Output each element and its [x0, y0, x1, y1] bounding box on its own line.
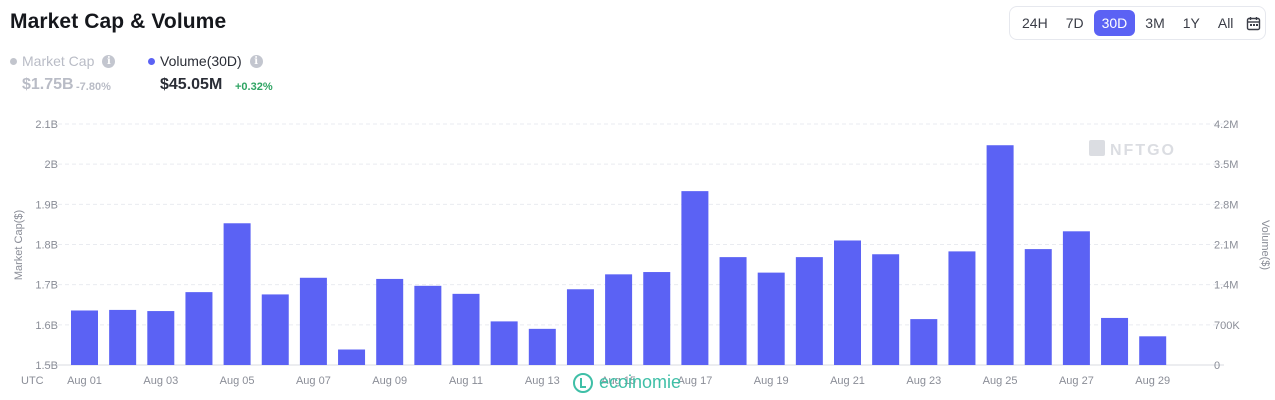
volume-bar[interactable]: [643, 272, 671, 365]
info-icon[interactable]: i: [102, 54, 116, 68]
volume-bar[interactable]: [1024, 249, 1052, 365]
range-button-30d[interactable]: 30D: [1093, 10, 1136, 36]
ecoinomie-logo-icon: [573, 372, 593, 393]
x-tick-label: Aug 23: [906, 375, 941, 387]
volume-bar[interactable]: [147, 311, 175, 365]
page-title: Market Cap & Volume: [10, 10, 227, 33]
nftgo-watermark-text: NFTGO: [1110, 142, 1176, 159]
right-axis-tick-label: 1.4M: [1214, 280, 1238, 292]
volume-dot-icon: [148, 57, 155, 65]
timezone-label: UTC: [21, 375, 44, 387]
volume-bar[interactable]: [185, 292, 213, 365]
legend-volume[interactable]: Volume(30D) i: [148, 53, 263, 69]
nftgo-logo-icon: [1089, 140, 1105, 156]
market-cap-change: -7.80%: [76, 81, 111, 93]
left-axis-tick-label: 1.6B: [35, 320, 58, 332]
volume-bar[interactable]: [1139, 336, 1167, 365]
volume-bar[interactable]: [795, 257, 823, 365]
x-tick-label: Aug 05: [220, 375, 255, 387]
volume-bar[interactable]: [986, 145, 1014, 365]
volume-bar[interactable]: [910, 319, 938, 365]
range-button-7d[interactable]: 7D: [1065, 15, 1084, 31]
right-axis-tick-label: 700K: [1214, 320, 1240, 332]
volume-bar[interactable]: [566, 289, 594, 365]
volume-bar[interactable]: [681, 191, 709, 365]
left-axis-title: Market Cap($): [13, 210, 25, 280]
volume-bar[interactable]: [299, 277, 327, 365]
x-tick-label: Aug 25: [983, 375, 1018, 387]
volume-bar[interactable]: [414, 285, 442, 365]
left-axis-tick-label: 2B: [45, 159, 58, 171]
x-tick-label: Aug 15: [601, 375, 636, 387]
left-axis-tick-label: 2.1B: [35, 119, 58, 131]
right-axis-tick-label: 4.2M: [1214, 119, 1238, 131]
legend-volume-label: Volume(30D): [160, 53, 242, 69]
volume-bar[interactable]: [490, 321, 518, 365]
x-tick-label: Aug 03: [143, 375, 178, 387]
right-axis-title: Volume($): [1259, 220, 1271, 270]
left-axis-tick-label: 1.8B: [35, 240, 58, 252]
left-axis-tick-label: 1.9B: [35, 199, 58, 211]
volume-bar[interactable]: [338, 349, 366, 365]
x-tick-label: Aug 13: [525, 375, 560, 387]
legend-market-cap[interactable]: Market Cap i: [10, 53, 116, 69]
volume-bar[interactable]: [71, 310, 98, 365]
right-axis-tick-label: 3.5M: [1214, 159, 1238, 171]
market-cap-value: $1.75B: [22, 76, 74, 93]
time-range-selector: 24H 7D 30D 3M 1Y All: [1009, 6, 1266, 40]
x-tick-label: Aug 09: [372, 375, 407, 387]
ecoinomie-text: ecoinomie: [599, 372, 682, 392]
volume-bar[interactable]: [376, 278, 404, 365]
volume-change: +0.32%: [235, 81, 273, 93]
info-icon[interactable]: i: [249, 54, 263, 68]
right-axis-tick-label: 2.8M: [1214, 199, 1238, 211]
volume-bar[interactable]: [834, 240, 861, 365]
volume-bar[interactable]: [605, 274, 633, 365]
volume-bar[interactable]: [528, 328, 556, 365]
volume-bar[interactable]: [757, 272, 785, 365]
x-tick-label: Aug 07: [296, 375, 331, 387]
x-tick-label: Aug 27: [1059, 375, 1094, 387]
volume-bar[interactable]: [261, 294, 289, 365]
x-tick-label: Aug 01: [67, 375, 102, 387]
volume-bar[interactable]: [109, 309, 137, 365]
x-tick-label: Aug 11: [449, 375, 483, 387]
market-cap-dot-icon: [10, 57, 17, 65]
ecoinomie-watermark: ecoinomie: [573, 372, 681, 393]
volume-bar[interactable]: [948, 251, 976, 365]
range-button-24h[interactable]: 24H: [1022, 15, 1048, 31]
volume-bar[interactable]: [1101, 317, 1129, 365]
volume-bar[interactable]: [452, 293, 480, 365]
x-tick-label: Aug 29: [1135, 375, 1170, 387]
volume-bar[interactable]: [1062, 231, 1090, 365]
right-axis-tick-label: 2.1M: [1214, 240, 1238, 252]
right-axis-tick-label: 0: [1214, 360, 1220, 372]
range-button-3m[interactable]: 3M: [1145, 15, 1165, 31]
x-tick-label: Aug 17: [677, 375, 712, 387]
legend-market-cap-label: Market Cap: [22, 53, 95, 69]
volume-bar[interactable]: [719, 257, 747, 365]
volume-value: $45.05M: [160, 76, 223, 93]
volume-bar[interactable]: [223, 223, 251, 365]
x-tick-label: Aug 21: [830, 375, 865, 387]
nftgo-watermark: NFTGO: [1089, 140, 1176, 159]
left-axis-tick-label: 1.7B: [35, 280, 58, 292]
range-button-all[interactable]: All: [1217, 15, 1234, 31]
x-tick-label: Aug 19: [754, 375, 789, 387]
range-button-1y[interactable]: 1Y: [1182, 15, 1200, 31]
calendar-icon[interactable]: [1245, 10, 1261, 36]
left-axis-tick-label: 1.5B: [35, 360, 58, 372]
volume-bar[interactable]: [872, 254, 900, 365]
